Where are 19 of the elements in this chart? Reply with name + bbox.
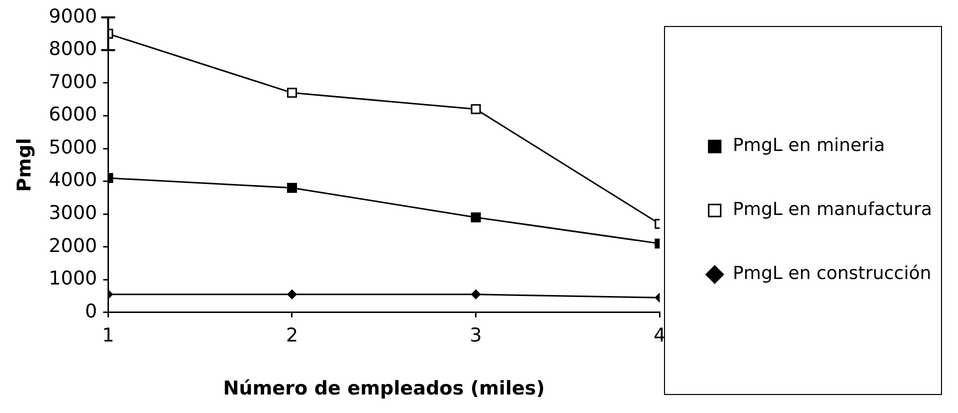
legend-label: PmgL en mineria bbox=[732, 135, 885, 156]
y-axis-title: Pmgl bbox=[13, 138, 36, 192]
legend-label: PmgL en construcción bbox=[732, 263, 932, 284]
y-tick-label: 3000 bbox=[48, 202, 98, 224]
y-tick-label: 5000 bbox=[48, 136, 98, 158]
y-tick-label: 2000 bbox=[48, 234, 98, 257]
y-tick-label: 6000 bbox=[48, 104, 98, 126]
y-tick-label: 1000 bbox=[48, 268, 98, 290]
y-tick-label: 7000 bbox=[48, 70, 98, 93]
x-tick-label: 1 bbox=[102, 324, 114, 347]
x-tick-label: 2 bbox=[286, 324, 298, 347]
x-axis-title: Número de empleados (miles) bbox=[223, 378, 545, 400]
x-tick-label: 3 bbox=[470, 324, 482, 347]
legend-label: PmgL en manufactura bbox=[732, 199, 932, 220]
x-tick-label: 4 bbox=[654, 324, 666, 347]
y-tick-label: 8000 bbox=[48, 38, 98, 60]
y-tick-label: 0 bbox=[85, 300, 98, 322]
y-tick-label: 4000 bbox=[48, 169, 98, 192]
y-tick-label: 9000 bbox=[48, 5, 98, 28]
